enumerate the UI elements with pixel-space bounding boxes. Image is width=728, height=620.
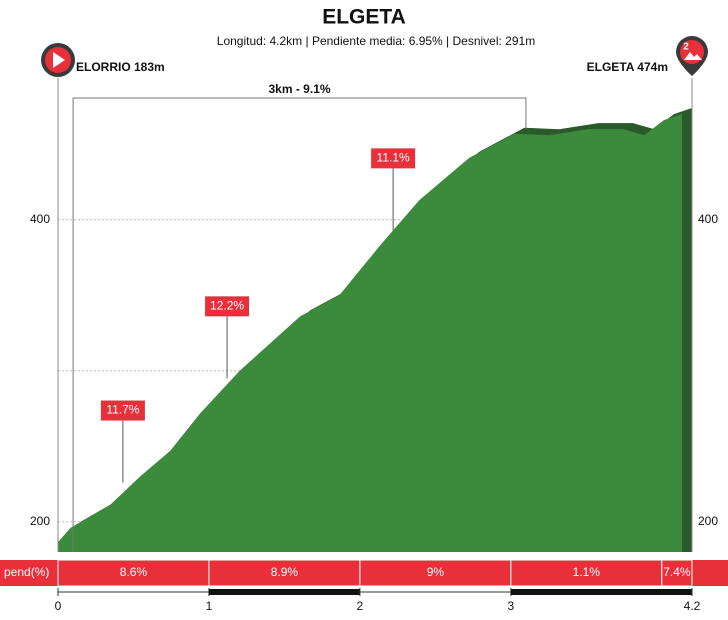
- end-icon: [684, 52, 702, 60]
- start-label: ELORRIO 183m: [76, 60, 165, 74]
- slope-label: 8.6%: [120, 565, 148, 579]
- annotation-box: [205, 296, 250, 317]
- annotation-label: 11.7%: [106, 403, 139, 417]
- x-tick-label: 3: [508, 599, 515, 613]
- end-label: ELGETA 474m: [587, 60, 668, 74]
- annotation-label: 12.2%: [210, 299, 244, 313]
- y-tick-label-left: 200: [30, 514, 50, 528]
- slope-segment: [359, 559, 512, 587]
- slope-segment: [57, 559, 210, 587]
- annotation-box: [100, 400, 145, 421]
- slope-segment: [208, 559, 361, 587]
- x-tick-label: 2: [357, 599, 364, 613]
- bracket: [72, 97, 527, 552]
- slope-label: 7.4%: [663, 565, 691, 579]
- km-bar: [208, 589, 360, 595]
- y-tick-label-left: 400: [30, 212, 50, 226]
- start-icon: [53, 52, 65, 68]
- annotation-label: 11.1%: [377, 151, 410, 165]
- slope-segment: [661, 559, 693, 587]
- slope-label: 9%: [427, 565, 445, 579]
- subtitle: Longitud: 4.2km | Pendiente media: 6.95%…: [217, 34, 535, 48]
- bracket-label: 3km - 9.1%: [269, 82, 331, 96]
- km-bar: [510, 589, 692, 595]
- annotation-box: [371, 148, 416, 169]
- slope-label: 8.9%: [271, 565, 299, 579]
- x-tick-label: 0: [55, 599, 62, 613]
- chart-title: ELGETA: [322, 6, 406, 29]
- x-tick-label: 4.2: [684, 599, 701, 613]
- slope-segment: [510, 559, 663, 587]
- x-tick-label: 1: [206, 599, 213, 613]
- y-tick-label-right: 200: [698, 514, 718, 528]
- profile-area: [58, 114, 682, 552]
- slope-bar-label: pend(%): [4, 565, 49, 579]
- category-badge: 2: [683, 42, 689, 53]
- slope-label: 1.1%: [573, 565, 601, 579]
- y-tick-label-right: 400: [698, 212, 718, 226]
